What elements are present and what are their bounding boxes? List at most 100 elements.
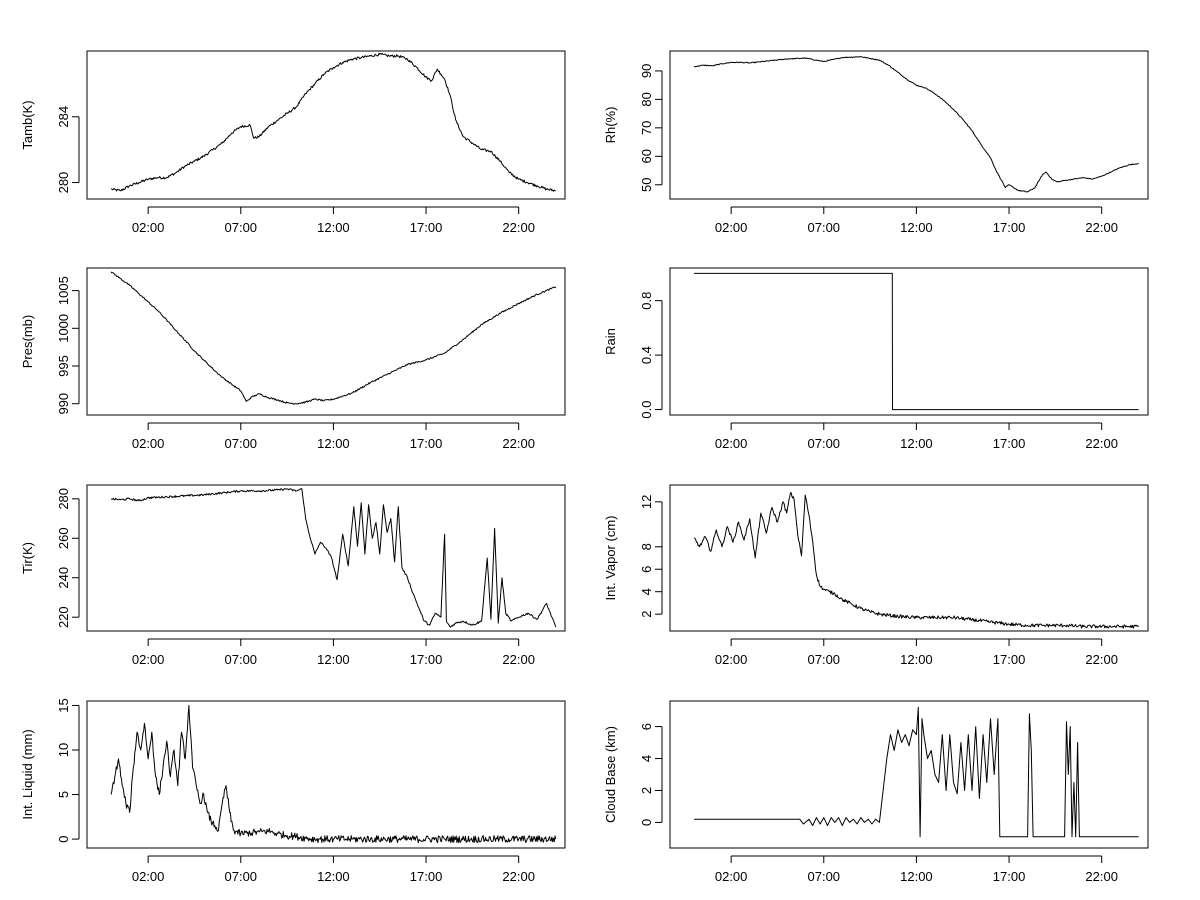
x-tick-label: 22:00 <box>1085 436 1118 451</box>
x-tick-label: 22:00 <box>1085 220 1118 235</box>
x-tick-label: 22:00 <box>502 220 535 235</box>
x-tick-label: 02:00 <box>715 220 748 235</box>
y-tick-label: 5 <box>56 791 71 798</box>
panel-4: 02:00 07:00 12:00 17:00 22:00 0.0 0.4 0.8 Rain <box>603 267 1149 451</box>
y-axis-label: Tir(K) <box>20 542 35 574</box>
plot-frame <box>669 267 1149 416</box>
x-tick-label: 12:00 <box>900 652 933 667</box>
x-tick-label: 12:00 <box>900 436 933 451</box>
y-tick-label: 60 <box>639 149 654 163</box>
plot-frame <box>86 700 566 849</box>
panel-8: 02:00 07:00 12:00 17:00 22:00 0 2 4 6 Cloud Base … <box>603 700 1149 884</box>
plot-frame <box>669 50 1149 200</box>
y-tick-label: 0.0 <box>639 401 654 419</box>
y-tick-label: 12 <box>639 495 654 509</box>
y-tick-label: 10 <box>56 743 71 757</box>
y-tick-label: 50 <box>639 178 654 192</box>
x-tick-label: 02:00 <box>132 869 165 884</box>
y-tick-label: 990 <box>56 393 71 415</box>
panel-5: 02:00 07:00 12:00 17:00 22:00 220 240 260 280 Tir… <box>20 484 566 667</box>
x-tick-label: 22:00 <box>1085 869 1118 884</box>
x-tick-label: 17:00 <box>993 436 1026 451</box>
y-tick-label: 0 <box>639 819 654 826</box>
y-tick-label: 1005 <box>56 276 71 305</box>
series-line <box>693 56 1139 193</box>
y-axis-label: Int. Vapor (cm) <box>603 515 618 600</box>
y-tick-label: 260 <box>56 527 71 549</box>
x-tick-label: 17:00 <box>993 652 1026 667</box>
plot-frame <box>669 484 1149 632</box>
plot-frame <box>669 700 1149 849</box>
y-tick-label: 2 <box>639 611 654 618</box>
y-tick-label: 280 <box>56 172 71 194</box>
y-axis-label: Rain <box>603 328 618 355</box>
x-tick-label: 17:00 <box>410 869 443 884</box>
y-axis-label: Cloud Base (km) <box>603 726 618 823</box>
x-tick-label: 07:00 <box>225 436 258 451</box>
panel-3: 02:00 07:00 12:00 17:00 22:00 990 995 1000 1005 P… <box>20 267 566 451</box>
y-tick-label: 1000 <box>56 314 71 343</box>
y-tick-label: 6 <box>639 566 654 573</box>
x-tick-label: 12:00 <box>317 436 350 451</box>
x-tick-label: 07:00 <box>808 220 841 235</box>
y-tick-label: 8 <box>639 543 654 550</box>
x-tick-label: 12:00 <box>317 652 350 667</box>
y-tick-label: 6 <box>639 723 654 730</box>
y-tick-label: 70 <box>639 121 654 135</box>
y-axis-label: Int. Liquid (mm) <box>20 729 35 819</box>
y-tick-label: 0.8 <box>639 292 654 310</box>
x-tick-label: 17:00 <box>993 220 1026 235</box>
x-tick-label: 22:00 <box>502 436 535 451</box>
y-tick-label: 284 <box>56 106 71 128</box>
x-tick-label: 17:00 <box>410 652 443 667</box>
panel-1: 02:00 07:00 12:00 17:00 22:00 280 284 Tamb(K) <box>20 50 566 235</box>
x-tick-label: 07:00 <box>808 652 841 667</box>
x-tick-label: 12:00 <box>317 869 350 884</box>
x-tick-label: 02:00 <box>132 436 165 451</box>
y-axis-label: Pres(mb) <box>20 315 35 368</box>
x-tick-label: 12:00 <box>317 220 350 235</box>
plot-frame <box>86 267 566 416</box>
x-tick-label: 22:00 <box>502 869 535 884</box>
x-tick-label: 17:00 <box>410 220 443 235</box>
plot-frame <box>86 50 566 200</box>
x-tick-label: 17:00 <box>410 436 443 451</box>
series-line <box>110 705 557 844</box>
plot-frame <box>86 484 566 632</box>
x-tick-label: 02:00 <box>715 436 748 451</box>
series-line <box>110 52 556 192</box>
y-tick-label: 995 <box>56 355 71 377</box>
x-tick-label: 02:00 <box>715 652 748 667</box>
y-tick-label: 90 <box>639 64 654 78</box>
x-tick-label: 07:00 <box>808 869 841 884</box>
x-tick-label: 12:00 <box>900 869 933 884</box>
y-tick-label: 0 <box>56 835 71 842</box>
x-tick-label: 02:00 <box>715 869 748 884</box>
y-tick-label: 2 <box>639 787 654 794</box>
y-tick-label: 80 <box>639 92 654 106</box>
x-tick-label: 02:00 <box>132 220 165 235</box>
y-tick-label: 0.4 <box>639 346 654 364</box>
x-tick-label: 07:00 <box>225 652 258 667</box>
y-axis-label: Tamb(K) <box>20 100 35 149</box>
x-tick-label: 02:00 <box>132 652 165 667</box>
x-tick-label: 17:00 <box>993 869 1026 884</box>
x-tick-label: 07:00 <box>225 220 258 235</box>
y-tick-label: 240 <box>56 567 71 589</box>
y-tick-label: 4 <box>639 588 654 595</box>
x-tick-label: 07:00 <box>225 869 258 884</box>
series-line <box>110 488 557 628</box>
x-tick-label: 22:00 <box>502 652 535 667</box>
series-line <box>694 706 1139 838</box>
x-tick-label: 22:00 <box>1085 652 1118 667</box>
y-axis-label: Rh(%) <box>603 107 618 144</box>
y-tick-label: 280 <box>56 488 71 510</box>
panel-6: 02:00 07:00 12:00 17:00 22:00 2 4 6 8 12 Int. Vapo… <box>603 484 1149 667</box>
series-line <box>110 271 557 405</box>
panel-7: 02:00 07:00 12:00 17:00 22:00 0 5 10 15 Int. Liqu… <box>20 698 566 884</box>
x-tick-label: 07:00 <box>808 436 841 451</box>
series-line <box>694 272 1139 411</box>
panel-2: 02:00 07:00 12:00 17:00 22:00 50 60 70 80 90 Rh(%) <box>603 50 1149 235</box>
y-tick-label: 220 <box>56 606 71 628</box>
y-tick-label: 15 <box>56 698 71 712</box>
